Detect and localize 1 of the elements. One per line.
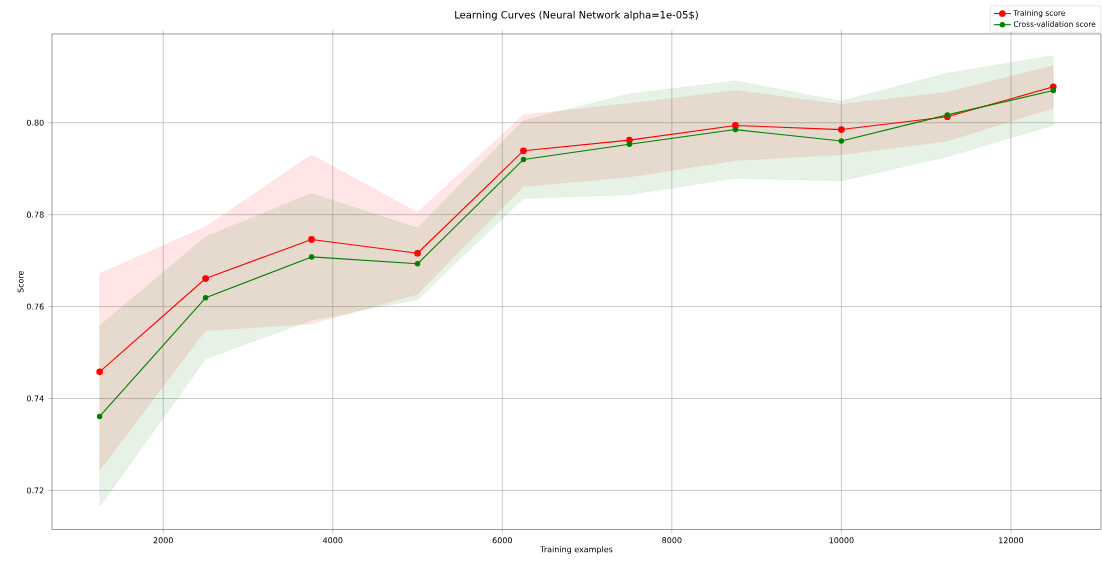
chart-title: Learning Curves (Neural Network alpha=1e-05$) xyxy=(455,10,698,21)
